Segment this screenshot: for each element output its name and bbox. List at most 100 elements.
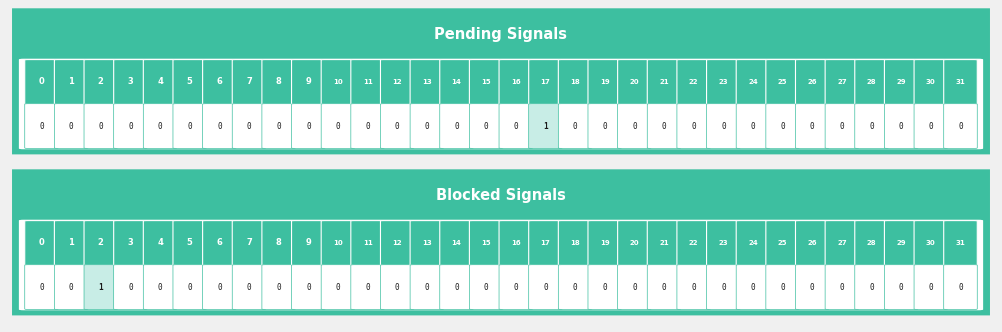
FancyBboxPatch shape <box>558 220 592 265</box>
Text: 0: 0 <box>573 283 577 291</box>
FancyBboxPatch shape <box>677 104 710 148</box>
Text: 22: 22 <box>689 79 698 85</box>
FancyBboxPatch shape <box>381 59 414 104</box>
Text: 0: 0 <box>958 122 963 130</box>
Text: 3: 3 <box>127 77 133 86</box>
Text: 0: 0 <box>513 122 518 130</box>
FancyBboxPatch shape <box>706 265 740 309</box>
Text: 0: 0 <box>484 122 489 130</box>
FancyBboxPatch shape <box>202 265 236 309</box>
Text: 31: 31 <box>956 79 965 85</box>
Text: 9: 9 <box>306 77 312 86</box>
Text: 14: 14 <box>452 79 462 85</box>
Text: 0: 0 <box>929 283 933 291</box>
FancyBboxPatch shape <box>54 265 88 309</box>
Text: 15: 15 <box>481 79 491 85</box>
Text: 5: 5 <box>186 238 192 247</box>
Text: 0: 0 <box>691 283 696 291</box>
FancyBboxPatch shape <box>469 220 503 265</box>
Text: 0: 0 <box>750 122 756 130</box>
Text: 0: 0 <box>899 122 904 130</box>
Text: 4: 4 <box>157 77 163 86</box>
Text: 2: 2 <box>98 77 104 86</box>
FancyBboxPatch shape <box>885 265 918 309</box>
Text: 13: 13 <box>422 79 432 85</box>
Text: 0: 0 <box>395 122 400 130</box>
Text: 8: 8 <box>276 238 282 247</box>
Text: 27: 27 <box>837 240 847 246</box>
FancyBboxPatch shape <box>25 59 58 104</box>
Text: 16: 16 <box>511 79 521 85</box>
Text: 18: 18 <box>570 79 580 85</box>
Text: Pending Signals: Pending Signals <box>435 27 567 42</box>
FancyBboxPatch shape <box>322 265 355 309</box>
FancyBboxPatch shape <box>706 104 740 148</box>
FancyBboxPatch shape <box>855 104 889 148</box>
Text: 0: 0 <box>632 122 636 130</box>
Text: 0: 0 <box>69 283 73 291</box>
Text: 0: 0 <box>899 283 904 291</box>
Text: 26: 26 <box>808 240 817 246</box>
Text: 31: 31 <box>956 240 965 246</box>
FancyBboxPatch shape <box>944 265 977 309</box>
Text: 1: 1 <box>98 283 103 291</box>
FancyBboxPatch shape <box>617 265 651 309</box>
FancyBboxPatch shape <box>351 220 385 265</box>
Text: 20: 20 <box>629 240 639 246</box>
FancyBboxPatch shape <box>529 59 562 104</box>
FancyBboxPatch shape <box>796 265 829 309</box>
FancyBboxPatch shape <box>54 59 88 104</box>
FancyBboxPatch shape <box>292 104 325 148</box>
FancyBboxPatch shape <box>143 220 177 265</box>
Text: 12: 12 <box>393 79 402 85</box>
Text: 17: 17 <box>541 79 550 85</box>
Text: 0: 0 <box>336 283 341 291</box>
Text: 20: 20 <box>629 79 639 85</box>
FancyBboxPatch shape <box>647 59 680 104</box>
FancyBboxPatch shape <box>796 220 829 265</box>
Text: 6: 6 <box>216 238 222 247</box>
FancyBboxPatch shape <box>113 265 147 309</box>
Text: 17: 17 <box>541 240 550 246</box>
FancyBboxPatch shape <box>647 104 680 148</box>
FancyBboxPatch shape <box>914 265 948 309</box>
FancyBboxPatch shape <box>292 265 325 309</box>
FancyBboxPatch shape <box>381 104 414 148</box>
Text: 0: 0 <box>750 283 756 291</box>
Text: 0: 0 <box>929 122 933 130</box>
Text: 3: 3 <box>127 238 133 247</box>
FancyBboxPatch shape <box>262 104 296 148</box>
Text: 0: 0 <box>217 283 221 291</box>
Text: 0: 0 <box>187 283 192 291</box>
Text: 4: 4 <box>157 238 163 247</box>
FancyBboxPatch shape <box>499 265 533 309</box>
Text: 0: 0 <box>336 122 341 130</box>
Text: 0: 0 <box>661 283 666 291</box>
FancyBboxPatch shape <box>262 265 296 309</box>
Text: 0: 0 <box>425 122 429 130</box>
Text: 0: 0 <box>602 122 607 130</box>
Text: 22: 22 <box>689 240 698 246</box>
FancyBboxPatch shape <box>12 169 990 315</box>
Text: 0: 0 <box>840 122 845 130</box>
Text: 0: 0 <box>454 283 459 291</box>
FancyBboxPatch shape <box>855 265 889 309</box>
Text: 28: 28 <box>867 79 877 85</box>
FancyBboxPatch shape <box>617 59 651 104</box>
Text: 1: 1 <box>543 122 548 130</box>
Text: 7: 7 <box>246 238 252 247</box>
FancyBboxPatch shape <box>113 220 147 265</box>
FancyBboxPatch shape <box>322 220 355 265</box>
Text: 1: 1 <box>68 238 74 247</box>
FancyBboxPatch shape <box>410 265 444 309</box>
FancyBboxPatch shape <box>113 104 147 148</box>
FancyBboxPatch shape <box>469 59 503 104</box>
Text: 6: 6 <box>216 77 222 86</box>
FancyBboxPatch shape <box>647 265 680 309</box>
FancyBboxPatch shape <box>232 220 266 265</box>
FancyBboxPatch shape <box>25 265 58 309</box>
Text: 1: 1 <box>68 77 74 86</box>
FancyBboxPatch shape <box>588 220 621 265</box>
FancyBboxPatch shape <box>647 220 680 265</box>
FancyBboxPatch shape <box>84 59 117 104</box>
